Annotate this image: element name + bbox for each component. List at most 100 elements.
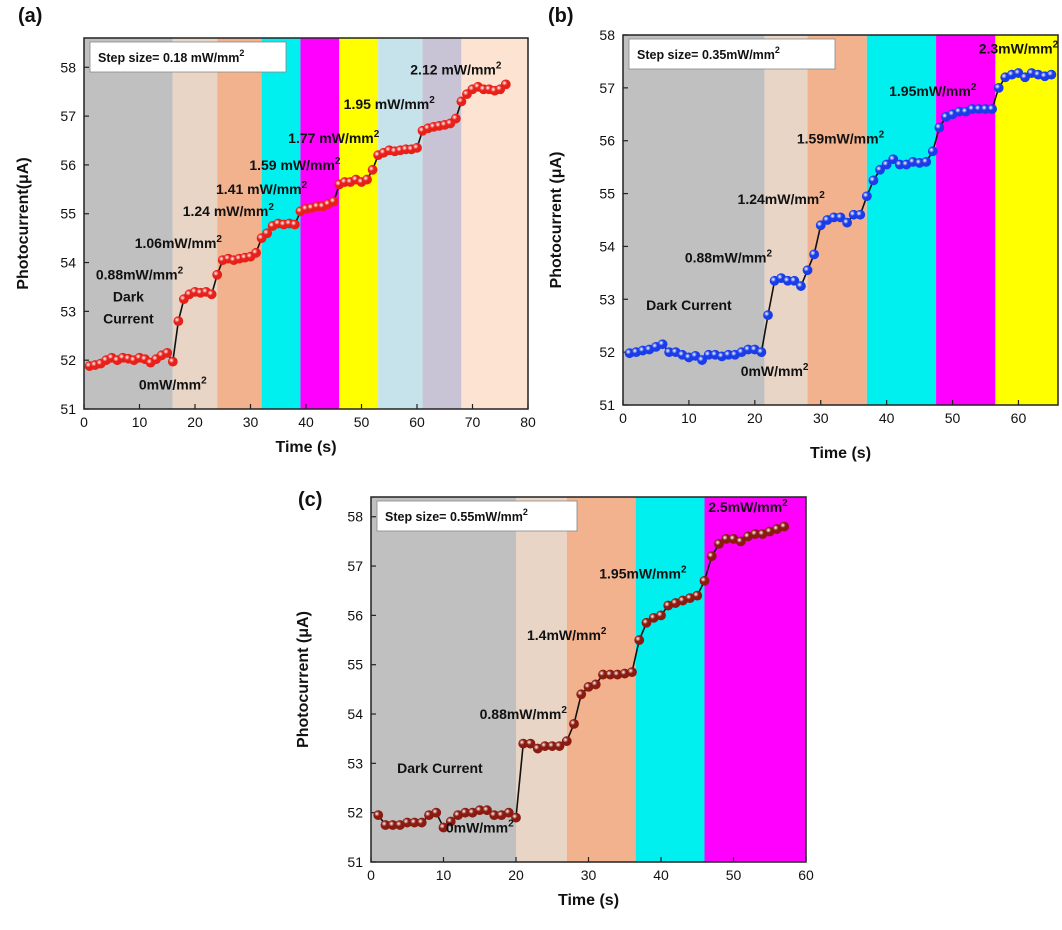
illumination-band xyxy=(704,497,806,862)
data-point xyxy=(438,822,449,833)
illumination-band xyxy=(516,497,567,862)
annotation-label: 1.95 mW/mm2 xyxy=(344,95,436,112)
illumination-band xyxy=(461,38,528,409)
illumination-band xyxy=(378,38,423,409)
x-tick-label: 50 xyxy=(945,410,961,426)
y-tick-label: 58 xyxy=(60,59,76,75)
x-tick-label: 40 xyxy=(298,414,314,430)
data-point xyxy=(634,635,645,645)
annotation-label: 1.4mW/mm2 xyxy=(527,626,607,643)
x-tick-label: 20 xyxy=(508,867,524,883)
y-tick-label: 52 xyxy=(60,352,76,368)
annotation-sup: 2 xyxy=(971,82,977,93)
panel-label: (b) xyxy=(548,5,574,27)
y-tick-label: 56 xyxy=(60,157,76,173)
annotation-label: 2.3mW/mm2 xyxy=(979,40,1059,57)
annotation-text: Dark Current xyxy=(397,760,483,776)
annotation-text: 1.24mW/mm xyxy=(738,191,820,207)
data-point xyxy=(697,355,707,365)
data-point xyxy=(445,816,456,827)
y-tick-label: 58 xyxy=(347,509,363,525)
annotation-text: 1.59 mW/mm xyxy=(249,157,335,173)
data-point xyxy=(835,212,846,223)
y-axis-label: Photocurrent (μA) xyxy=(295,611,312,748)
annotation-label: 0.88mW/mm2 xyxy=(685,248,773,265)
annotation-sup: 2 xyxy=(302,180,308,191)
data-point xyxy=(367,164,378,175)
annotation-text: 0mW/mm xyxy=(741,363,803,379)
data-point xyxy=(561,736,572,747)
annotation-text: 2.12 mW/mm xyxy=(410,62,496,78)
x-tick-label: 10 xyxy=(681,410,697,426)
data-point xyxy=(251,247,261,258)
data-point xyxy=(206,289,217,300)
legend-box xyxy=(376,500,578,532)
y-tick-label: 53 xyxy=(60,303,76,319)
annotation-label: 0.88mW/mm2 xyxy=(480,705,568,722)
y-tick-label: 57 xyxy=(60,108,76,124)
illumination-band xyxy=(172,38,218,409)
annotation-label: 1.59 mW/mm2 xyxy=(249,156,341,173)
data-point xyxy=(456,96,467,107)
data-point xyxy=(714,538,724,549)
data-point xyxy=(921,156,932,167)
legend-box xyxy=(89,41,287,73)
legend-text-sup: 2 xyxy=(775,45,780,55)
data-point xyxy=(692,590,703,601)
annotation-sup: 2 xyxy=(561,705,567,716)
illumination-band xyxy=(84,38,173,409)
data-point xyxy=(289,219,300,230)
y-tick-label: 51 xyxy=(347,854,363,870)
data-point xyxy=(789,275,800,286)
legend-text-sup: 2 xyxy=(239,48,244,58)
annotation-label: 1.77 mW/mm2 xyxy=(288,129,380,146)
data-point xyxy=(641,617,652,628)
data-point xyxy=(987,104,997,114)
x-tick-label: 20 xyxy=(187,414,203,430)
illumination-band xyxy=(371,497,516,862)
data-point xyxy=(656,610,666,621)
x-axis-label: Time (s) xyxy=(810,445,871,462)
annotation-sup: 2 xyxy=(879,129,885,140)
annotation-sup: 2 xyxy=(601,626,607,637)
data-point xyxy=(362,174,372,185)
data-point xyxy=(779,521,790,532)
annotation-label: 0.88mW/mm2 xyxy=(96,266,184,283)
panel-label: (c) xyxy=(298,489,322,511)
x-tick-label: 70 xyxy=(465,414,481,430)
annotation-label: 1.59mW/mm2 xyxy=(797,129,885,146)
data-point xyxy=(482,805,492,816)
illumination-band xyxy=(635,497,705,862)
annotation-sup: 2 xyxy=(782,498,788,509)
legend-text-main: Step size= 0.18 mW/mm xyxy=(98,51,239,65)
y-axis-label: Photocurrent (μA) xyxy=(548,152,565,289)
data-point xyxy=(934,122,945,133)
x-tick-label: 0 xyxy=(367,867,375,883)
annotation-text: 1.95mW/mm xyxy=(599,565,681,581)
y-tick-label: 54 xyxy=(599,238,615,254)
data-point xyxy=(627,667,637,678)
annotation-sup: 2 xyxy=(819,190,825,201)
data-point xyxy=(412,142,422,153)
annotation-label: 2.12 mW/mm2 xyxy=(410,61,502,78)
y-tick-label: 53 xyxy=(599,291,615,307)
annotation-sup: 2 xyxy=(268,202,274,213)
data-point xyxy=(855,209,866,220)
illumination-band xyxy=(764,35,808,405)
annotation-label: 0mW/mm2 xyxy=(446,818,514,835)
annotation-text: Dark Current xyxy=(646,297,732,313)
data-point xyxy=(173,316,184,327)
x-tick-label: 0 xyxy=(619,410,627,426)
illumination-band xyxy=(217,38,262,409)
annotation-label: 1.24 mW/mm2 xyxy=(183,202,275,219)
y-tick-label: 51 xyxy=(599,397,615,413)
annotation-text: 1.59mW/mm xyxy=(797,130,879,146)
data-point xyxy=(888,154,899,165)
data-point xyxy=(993,82,1004,93)
x-tick-label: 40 xyxy=(653,867,669,883)
data-point xyxy=(809,249,820,260)
annotation-sup: 2 xyxy=(429,95,435,106)
legend-text: Step size= 0.55mW/mm2 xyxy=(385,507,528,524)
y-tick-label: 55 xyxy=(599,186,615,202)
annotation-text: 1.95 mW/mm xyxy=(344,96,430,112)
